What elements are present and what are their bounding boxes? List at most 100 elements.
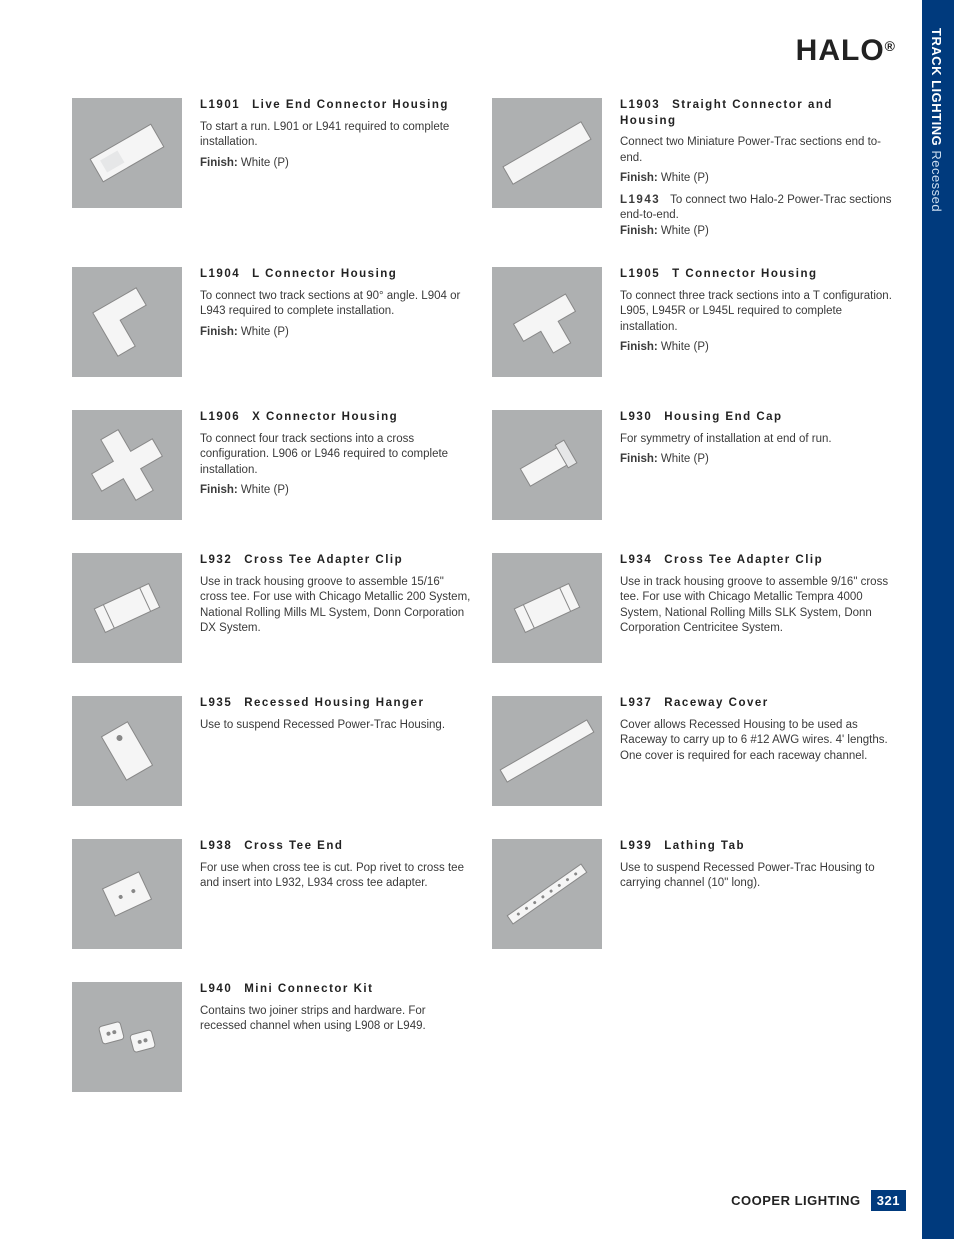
finish-label: Finish: — [620, 172, 658, 184]
product-thumbnail — [72, 696, 182, 806]
product-info: L1906X Connector Housing To connect four… — [182, 410, 474, 525]
product-title: Mini Connector Kit — [244, 983, 373, 995]
catalog-col-right: L934Cross Tee Adapter Clip Use in track … — [492, 553, 894, 696]
product-desc: Cover allows Recessed Housing to be used… — [620, 718, 894, 765]
catalog-item: L934Cross Tee Adapter Clip Use in track … — [492, 553, 894, 668]
product-thumbnail — [492, 553, 602, 663]
catalog-item: L937Raceway Cover Cover allows Recessed … — [492, 696, 894, 811]
product-desc: To connect three track sections into a T… — [620, 289, 894, 336]
catalog-col-left: L1906X Connector Housing To connect four… — [72, 410, 474, 553]
brand-mark: ® — [885, 38, 896, 54]
catalog-row: L938 Cross Tee End For use when cross tee… — [72, 839, 894, 982]
sidebar-bold: TRACK LIGHTING — [929, 28, 944, 146]
finish-value: White (P) — [661, 453, 709, 465]
catalog-item: L938 Cross Tee End For use when cross tee… — [72, 839, 474, 954]
catalog-col-left: L938 Cross Tee End For use when cross tee… — [72, 839, 474, 982]
finish-line: Finish: White (P) — [200, 156, 474, 172]
finish-label: Finish: — [200, 484, 238, 496]
product-thumbnail — [72, 553, 182, 663]
product-info: L930Housing End Cap For symmetry of inst… — [602, 410, 894, 525]
product-code: L1903 — [620, 98, 660, 114]
product-desc: To connect two track sections at 90° ang… — [200, 289, 474, 320]
catalog-col-right: L930Housing End Cap For symmetry of inst… — [492, 410, 894, 553]
catalog-item: L1903Straight Connector and Housing Conn… — [492, 98, 894, 239]
product-header: L935 Recessed Housing Hanger — [200, 696, 474, 712]
product-info: L937Raceway Cover Cover allows Recessed … — [602, 696, 894, 811]
finish-line: Finish: White (P) — [620, 224, 894, 240]
product-title: Cross Tee End — [244, 840, 343, 852]
product-header: L930Housing End Cap — [620, 410, 894, 426]
sidebar-label: TRACK LIGHTING Recessed — [922, 0, 944, 212]
catalog-col-left: L935Recessed Housing Hanger Use to suspe… — [72, 696, 474, 839]
finish-line: Finish: White (P) — [620, 452, 894, 468]
product-code: L930 — [620, 410, 652, 426]
product-code: L937 — [620, 696, 652, 712]
product-info: L939Lathing Tab Use to suspend Recessed … — [602, 839, 894, 954]
sidebar-tab: TRACK LIGHTING Recessed — [922, 0, 954, 1239]
product-code: L935 — [200, 696, 232, 712]
catalog-col-right: L937Raceway Cover Cover allows Recessed … — [492, 696, 894, 839]
product-code: L932 — [200, 553, 232, 569]
product-desc: To start a run. L901 or L941 required to… — [200, 120, 474, 151]
product-header: L932Cross Tee Adapter Clip — [200, 553, 474, 569]
product-desc: Contains two joiner strips and hardware.… — [200, 1004, 474, 1035]
catalog-col-left: L1901Live End Connector Housing To start… — [72, 98, 474, 241]
extra-desc: To connect two Halo-2 Power-Trac section… — [620, 194, 891, 222]
product-code: L939 — [620, 839, 652, 855]
catalog-row: L1906X Connector Housing To connect four… — [72, 410, 894, 553]
product-title: Recessed Housing Hanger — [244, 697, 424, 709]
finish-line: Finish: White (P) — [620, 171, 894, 187]
catalog-item: L1901Live End Connector Housing To start… — [72, 98, 474, 213]
page-footer: COOPER LIGHTING 321 — [731, 1190, 906, 1211]
product-info: L1901Live End Connector Housing To start… — [182, 98, 474, 213]
brand-logo: HALO® — [796, 34, 896, 68]
catalog-row: L1901Live End Connector Housing To start… — [72, 98, 894, 267]
finish-label: Finish: — [620, 225, 658, 237]
product-thumbnail — [72, 982, 182, 1092]
product-thumbnail — [72, 410, 182, 520]
product-code: L934 — [620, 553, 652, 569]
product-info: L1905T Connector Housing To connect thre… — [602, 267, 894, 382]
catalog-row: L932Cross Tee Adapter Clip Use in track … — [72, 553, 894, 696]
product-header: L1904L Connector Housing — [200, 267, 474, 283]
finish-value: White (P) — [661, 172, 709, 184]
product-thumbnail — [492, 839, 602, 949]
finish-line: Finish: White (P) — [620, 340, 894, 356]
product-thumbnail — [492, 696, 602, 806]
product-info: L938 Cross Tee End For use when cross tee… — [182, 839, 474, 954]
product-info: L932Cross Tee Adapter Clip Use in track … — [182, 553, 474, 668]
footer-company: COOPER LIGHTING — [731, 1193, 861, 1208]
sidebar-light: Recessed — [929, 146, 944, 212]
catalog-col-left: L1904L Connector Housing To connect two … — [72, 267, 474, 410]
product-thumbnail — [72, 267, 182, 377]
product-header: L940 Mini Connector Kit — [200, 982, 474, 998]
product-header: L934 Cross Tee Adapter Clip — [620, 553, 894, 569]
product-desc: Use to suspend Recessed Power-Trac Housi… — [620, 861, 894, 892]
footer-page: 321 — [871, 1190, 906, 1211]
extra-block: L1943To connect two Halo-2 Power-Trac se… — [620, 193, 894, 224]
product-title: L Connector Housing — [252, 268, 397, 280]
catalog-col-right: L1905T Connector Housing To connect thre… — [492, 267, 894, 410]
product-code: L938 — [200, 839, 232, 855]
catalog-item: L1906X Connector Housing To connect four… — [72, 410, 474, 525]
product-header: L1903Straight Connector and Housing — [620, 98, 894, 129]
catalog-row: L1904L Connector Housing To connect two … — [72, 267, 894, 410]
product-desc: For symmetry of installation at end of r… — [620, 432, 894, 448]
finish-line: Finish: White (P) — [200, 325, 474, 341]
catalog-content: L1901Live End Connector Housing To start… — [72, 98, 894, 1125]
product-thumbnail — [492, 98, 602, 208]
product-info: L940 Mini Connector Kit Contains two join… — [182, 982, 474, 1097]
finish-line: Finish: White (P) — [200, 483, 474, 499]
product-code: L940 — [200, 982, 232, 998]
finish-value: White (P) — [241, 484, 289, 496]
product-info: L1903Straight Connector and Housing Conn… — [602, 98, 894, 239]
product-title: Cross Tee Adapter Clip — [664, 554, 823, 566]
product-info: L934Cross Tee Adapter Clip Use in track … — [602, 553, 894, 668]
catalog-item: L940 Mini Connector Kit Contains two join… — [72, 982, 474, 1097]
finish-label: Finish: — [620, 453, 658, 465]
product-code: L1901 — [200, 98, 240, 114]
finish-value: White (P) — [661, 341, 709, 353]
product-desc: For use when cross tee is cut. Pop rivet… — [200, 861, 474, 892]
product-title: X Connector Housing — [252, 411, 398, 423]
product-desc: Use in track housing groove to assemble … — [200, 575, 474, 637]
